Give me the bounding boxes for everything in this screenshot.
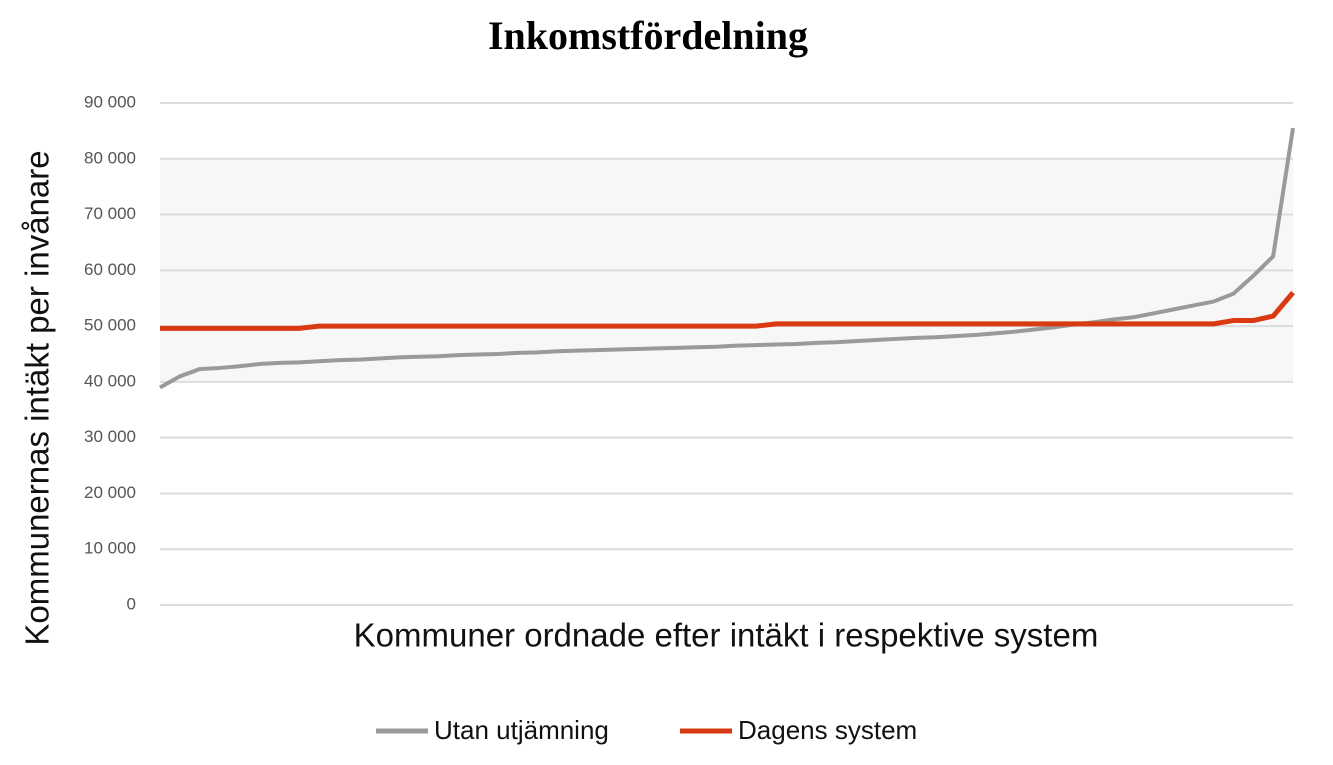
y-tick-label: 20 000 [84,483,136,502]
y-tick-label: 80 000 [84,148,136,167]
y-tick-label: 60 000 [84,260,136,279]
x-axis-title: Kommuner ordnade efter intäkt i respekti… [354,617,1099,654]
legend-label: Dagens system [738,715,917,745]
y-tick-label: 10 000 [84,539,136,558]
y-tick-label: 70 000 [84,204,136,223]
y-tick-label: 40 000 [84,371,136,390]
y-tick-label: 90 000 [84,92,136,111]
y-tick-label: 30 000 [84,427,136,446]
y-tick-label: 50 000 [84,316,136,335]
y-axis-title: Kommunernas intäkt per invånare [19,150,56,645]
legend-label: Utan utjämning [434,715,609,745]
series-line [159,127,1295,390]
series-line [160,291,1295,331]
chart-title: Inkomstfördelning [488,13,808,58]
y-tick-label: 0 [127,594,136,613]
